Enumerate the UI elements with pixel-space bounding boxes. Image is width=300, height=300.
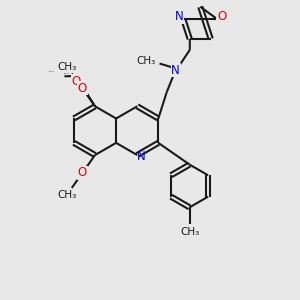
Text: methoxy: methoxy (49, 70, 55, 72)
Text: CH₃: CH₃ (180, 227, 199, 237)
Text: N: N (174, 10, 183, 23)
Text: O: O (78, 82, 87, 95)
Text: CH₃: CH₃ (57, 190, 76, 200)
Text: methoxy: methoxy (64, 72, 70, 74)
Text: CH₃: CH₃ (57, 62, 76, 72)
Text: N: N (171, 64, 180, 76)
Text: O: O (78, 167, 87, 179)
Text: O: O (217, 10, 226, 23)
Text: O: O (72, 74, 81, 88)
Text: N: N (137, 150, 146, 163)
Text: CH₃: CH₃ (136, 56, 155, 66)
